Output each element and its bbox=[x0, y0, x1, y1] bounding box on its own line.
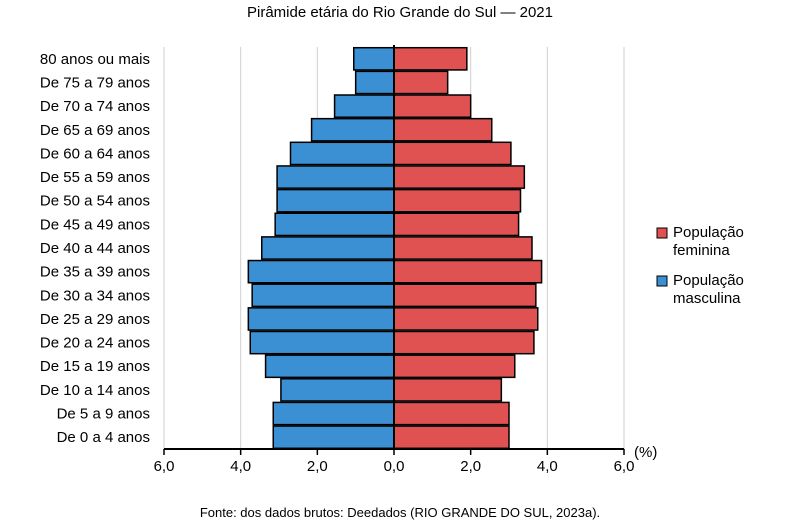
bar-female bbox=[393, 354, 516, 379]
bar-male bbox=[353, 46, 395, 71]
legend-label: masculina bbox=[673, 290, 741, 307]
category-label: De 25 a 29 anos bbox=[40, 311, 150, 328]
category-label: De 55 a 59 anos bbox=[40, 169, 150, 186]
category-label: De 10 a 14 anos bbox=[40, 382, 150, 399]
bar-male bbox=[247, 259, 395, 284]
category-label: De 65 a 69 anos bbox=[40, 122, 150, 139]
bar-male bbox=[251, 283, 395, 308]
bar-female bbox=[393, 46, 468, 71]
category-label: De 20 a 24 anos bbox=[40, 335, 150, 352]
bar-male bbox=[280, 378, 395, 402]
category-label: De 75 a 79 anos bbox=[40, 74, 150, 91]
category-label: De 70 a 74 anos bbox=[40, 98, 150, 115]
x-tick-label: 0,0 bbox=[384, 458, 405, 475]
bar-female bbox=[393, 165, 526, 189]
bar-female bbox=[393, 117, 493, 142]
bar-male bbox=[247, 307, 395, 331]
bar-male bbox=[276, 188, 395, 213]
legend-swatch bbox=[656, 275, 668, 287]
x-tick-label: 2,0 bbox=[307, 458, 328, 475]
category-label: De 5 a 9 anos bbox=[57, 406, 150, 423]
category-label: De 50 a 54 anos bbox=[40, 193, 150, 210]
category-label: De 0 a 4 anos bbox=[57, 429, 150, 446]
bar-male bbox=[264, 354, 395, 379]
category-label: De 15 a 19 anos bbox=[40, 358, 150, 375]
bar-male bbox=[272, 425, 395, 450]
category-label: De 45 a 49 anos bbox=[40, 216, 150, 233]
x-tick-label: 4,0 bbox=[230, 458, 251, 475]
bar-female bbox=[393, 70, 449, 95]
category-label: 80 anos ou mais bbox=[40, 51, 150, 68]
bar-male bbox=[272, 401, 395, 426]
source-note: Fonte: dos dados brutos: Deedados (RIO G… bbox=[200, 505, 600, 520]
bar-male bbox=[261, 236, 395, 260]
bar-male bbox=[249, 330, 395, 355]
bar-female bbox=[393, 141, 512, 166]
bar-female bbox=[393, 378, 503, 402]
category-label: De 35 a 39 anos bbox=[40, 264, 150, 281]
bar-female bbox=[393, 94, 472, 118]
bar-female bbox=[393, 283, 537, 308]
category-label: De 60 a 64 anos bbox=[40, 145, 150, 162]
chart-title: Pirâmide etária do Rio Grande do Sul — 2… bbox=[247, 4, 553, 21]
x-tick-label: 6,0 bbox=[154, 458, 175, 475]
unit-label: (%) bbox=[634, 444, 657, 461]
bar-male bbox=[289, 141, 395, 166]
bar-female bbox=[393, 401, 510, 426]
bar-female bbox=[393, 236, 533, 260]
legend-label: População bbox=[673, 224, 744, 241]
bar-female bbox=[393, 425, 510, 450]
bar-male bbox=[310, 117, 395, 142]
x-axis: 6,0 4,0 2,0 0,0 2,0 4,0 6,0 bbox=[154, 45, 635, 475]
bar-female bbox=[393, 307, 539, 331]
bar-female bbox=[393, 188, 522, 213]
bar-male bbox=[333, 94, 395, 118]
category-label: De 30 a 34 anos bbox=[40, 287, 150, 304]
bar-female bbox=[393, 259, 543, 284]
legend-label: feminina bbox=[673, 242, 730, 259]
bar-female bbox=[393, 212, 520, 237]
bar-male bbox=[354, 70, 395, 95]
legend-swatch bbox=[656, 227, 668, 239]
bar-male bbox=[274, 212, 395, 237]
legend-label: População bbox=[673, 272, 744, 289]
bar-female bbox=[393, 330, 535, 355]
category-labels: 80 anos ou mais De 75 a 79 anos De 70 a 74… bbox=[40, 51, 150, 446]
x-tick-label: 6,0 bbox=[614, 458, 635, 475]
x-tick-label: 2,0 bbox=[460, 458, 481, 475]
bar-male bbox=[276, 165, 395, 189]
x-tick-label: 4,0 bbox=[537, 458, 558, 475]
category-label: De 40 a 44 anos bbox=[40, 240, 150, 257]
